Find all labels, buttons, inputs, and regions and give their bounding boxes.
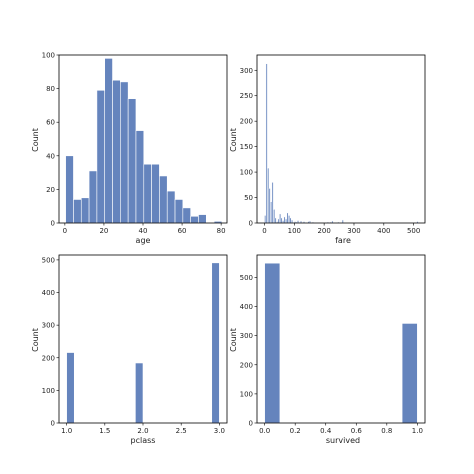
- survived-ytick-label-5: 500: [240, 274, 253, 282]
- age-bar-4: [96, 89, 106, 224]
- fare-bar-18: [291, 219, 294, 224]
- age-bar-14: [174, 199, 184, 224]
- survived-ytick-label-0: 0: [249, 420, 253, 428]
- age-ylabel: Count: [31, 128, 40, 152]
- age-bar-6: [112, 79, 121, 224]
- age-histogram-panel: age Count 0 20 40 60 80 0 20 40 60 80 100: [31, 52, 228, 245]
- survived-axes-frame: [256, 254, 426, 424]
- fare-ytick-label-0: 0: [249, 220, 253, 228]
- age-ytick-label-5: 100: [42, 52, 55, 60]
- pclass-ylabel: Count: [31, 328, 40, 352]
- survived-xlabel: survived: [326, 436, 360, 445]
- age-bar-11: [151, 163, 160, 224]
- age-bar-17: [198, 214, 207, 224]
- survived-ytick-label-4: 400: [240, 303, 253, 311]
- survived-xtick-label-4: 0.8: [381, 427, 392, 435]
- age-bar-8: [127, 98, 137, 224]
- survived-ylabel: Count: [229, 328, 238, 352]
- fare-ytick-label-6: 300: [240, 67, 253, 75]
- pclass-xlabel: pclass: [131, 436, 156, 445]
- fare-ytick-label-4: 200: [240, 118, 253, 126]
- pclass-ytick-label-0: 0: [51, 420, 55, 428]
- age-bar-9: [135, 130, 145, 224]
- age-xtick-label-4: 80: [217, 227, 226, 235]
- age-ytick-label-2: 40: [46, 152, 55, 160]
- age-xtick-label-1: 20: [99, 227, 108, 235]
- age-bar-1: [73, 199, 82, 224]
- age-ytick-label-0: 0: [51, 220, 55, 228]
- age-bar-3: [88, 170, 98, 224]
- pclass-bar-0: [66, 352, 75, 424]
- fare-axes-frame: [256, 54, 426, 224]
- survived-xtick-label-2: 0.4: [320, 427, 332, 435]
- fare-histogram-panel: fare Count 0 100 200 300 400 500 0 50 100 150 200 2…: [229, 54, 426, 245]
- fare-ytick-label-1: 50: [244, 194, 253, 202]
- fare-ytick-label-5: 250: [240, 92, 253, 100]
- pclass-xtick-label-2: 2.0: [137, 427, 148, 435]
- age-bar-5: [104, 58, 113, 224]
- survived-ytick-label-2: 200: [240, 361, 253, 369]
- fare-xtick-label-1: 100: [288, 227, 301, 235]
- survived-bar-1: [401, 323, 418, 424]
- age-bar-15: [182, 207, 191, 224]
- age-xtick-label-2: 40: [139, 227, 148, 235]
- age-bar-2: [80, 197, 90, 224]
- fare-ytick-label-2: 100: [240, 169, 253, 177]
- pclass-xtick-label-1: 1.5: [99, 427, 110, 435]
- survived-xtick-label-1: 0.2: [290, 427, 301, 435]
- pclass-xtick-label-0: 1.0: [61, 427, 72, 435]
- fare-xtick-label-5: 500: [407, 227, 420, 235]
- survived-histogram-panel: survived Count 0.0 0.2 0.4 0.6 0.8 1.0 0 100 200…: [229, 254, 426, 445]
- survived-bar-0: [264, 262, 281, 424]
- age-bar-13: [166, 190, 176, 224]
- pclass-ytick-label-3: 300: [42, 322, 55, 330]
- fare-xtick-label-2: 200: [317, 227, 330, 235]
- pclass-ytick-label-5: 500: [42, 256, 55, 264]
- age-ytick-label-4: 80: [46, 85, 55, 93]
- survived-xtick-label-3: 0.6: [351, 427, 363, 435]
- fare-xtick-label-3: 300: [347, 227, 360, 235]
- fare-xtick-label-0: 0: [262, 227, 266, 235]
- fare-ylabel: Count: [229, 128, 238, 152]
- fare-ytick-label-3: 150: [240, 143, 253, 151]
- survived-ytick-label-1: 100: [240, 390, 253, 398]
- survived-xtick-label-5: 1.0: [412, 427, 423, 435]
- fare-xtick-label-4: 400: [377, 227, 390, 235]
- age-xtick-label-0: 0: [63, 227, 67, 235]
- pclass-bar-2: [211, 262, 220, 424]
- fare-bar-31: [341, 219, 344, 224]
- pclass-xtick-label-3: 2.5: [176, 427, 187, 435]
- pclass-ytick-label-2: 200: [42, 354, 55, 362]
- age-bar-12: [159, 175, 168, 224]
- pclass-ytick-label-4: 400: [42, 289, 55, 297]
- fare-xlabel: fare: [335, 236, 351, 245]
- survived-ytick-label-3: 300: [240, 332, 253, 340]
- age-bar-10: [143, 163, 152, 224]
- age-bar-16: [190, 215, 199, 224]
- age-xtick-label-3: 60: [178, 227, 187, 235]
- age-bar-0: [65, 155, 74, 224]
- survived-xtick-label-0: 0.0: [259, 427, 270, 435]
- age-ytick-label-1: 20: [46, 186, 55, 194]
- pclass-bar-1: [135, 362, 144, 424]
- pclass-ytick-label-1: 100: [42, 387, 55, 395]
- pclass-histogram-panel: pclass Count 1.0 1.5 2.0 2.5 3.0 0 100 200 300 40…: [31, 254, 228, 445]
- age-ytick-label-3: 60: [46, 119, 55, 127]
- age-xlabel: age: [136, 236, 151, 245]
- age-bar-7: [120, 81, 129, 224]
- pclass-xtick-label-4: 3.0: [214, 427, 225, 435]
